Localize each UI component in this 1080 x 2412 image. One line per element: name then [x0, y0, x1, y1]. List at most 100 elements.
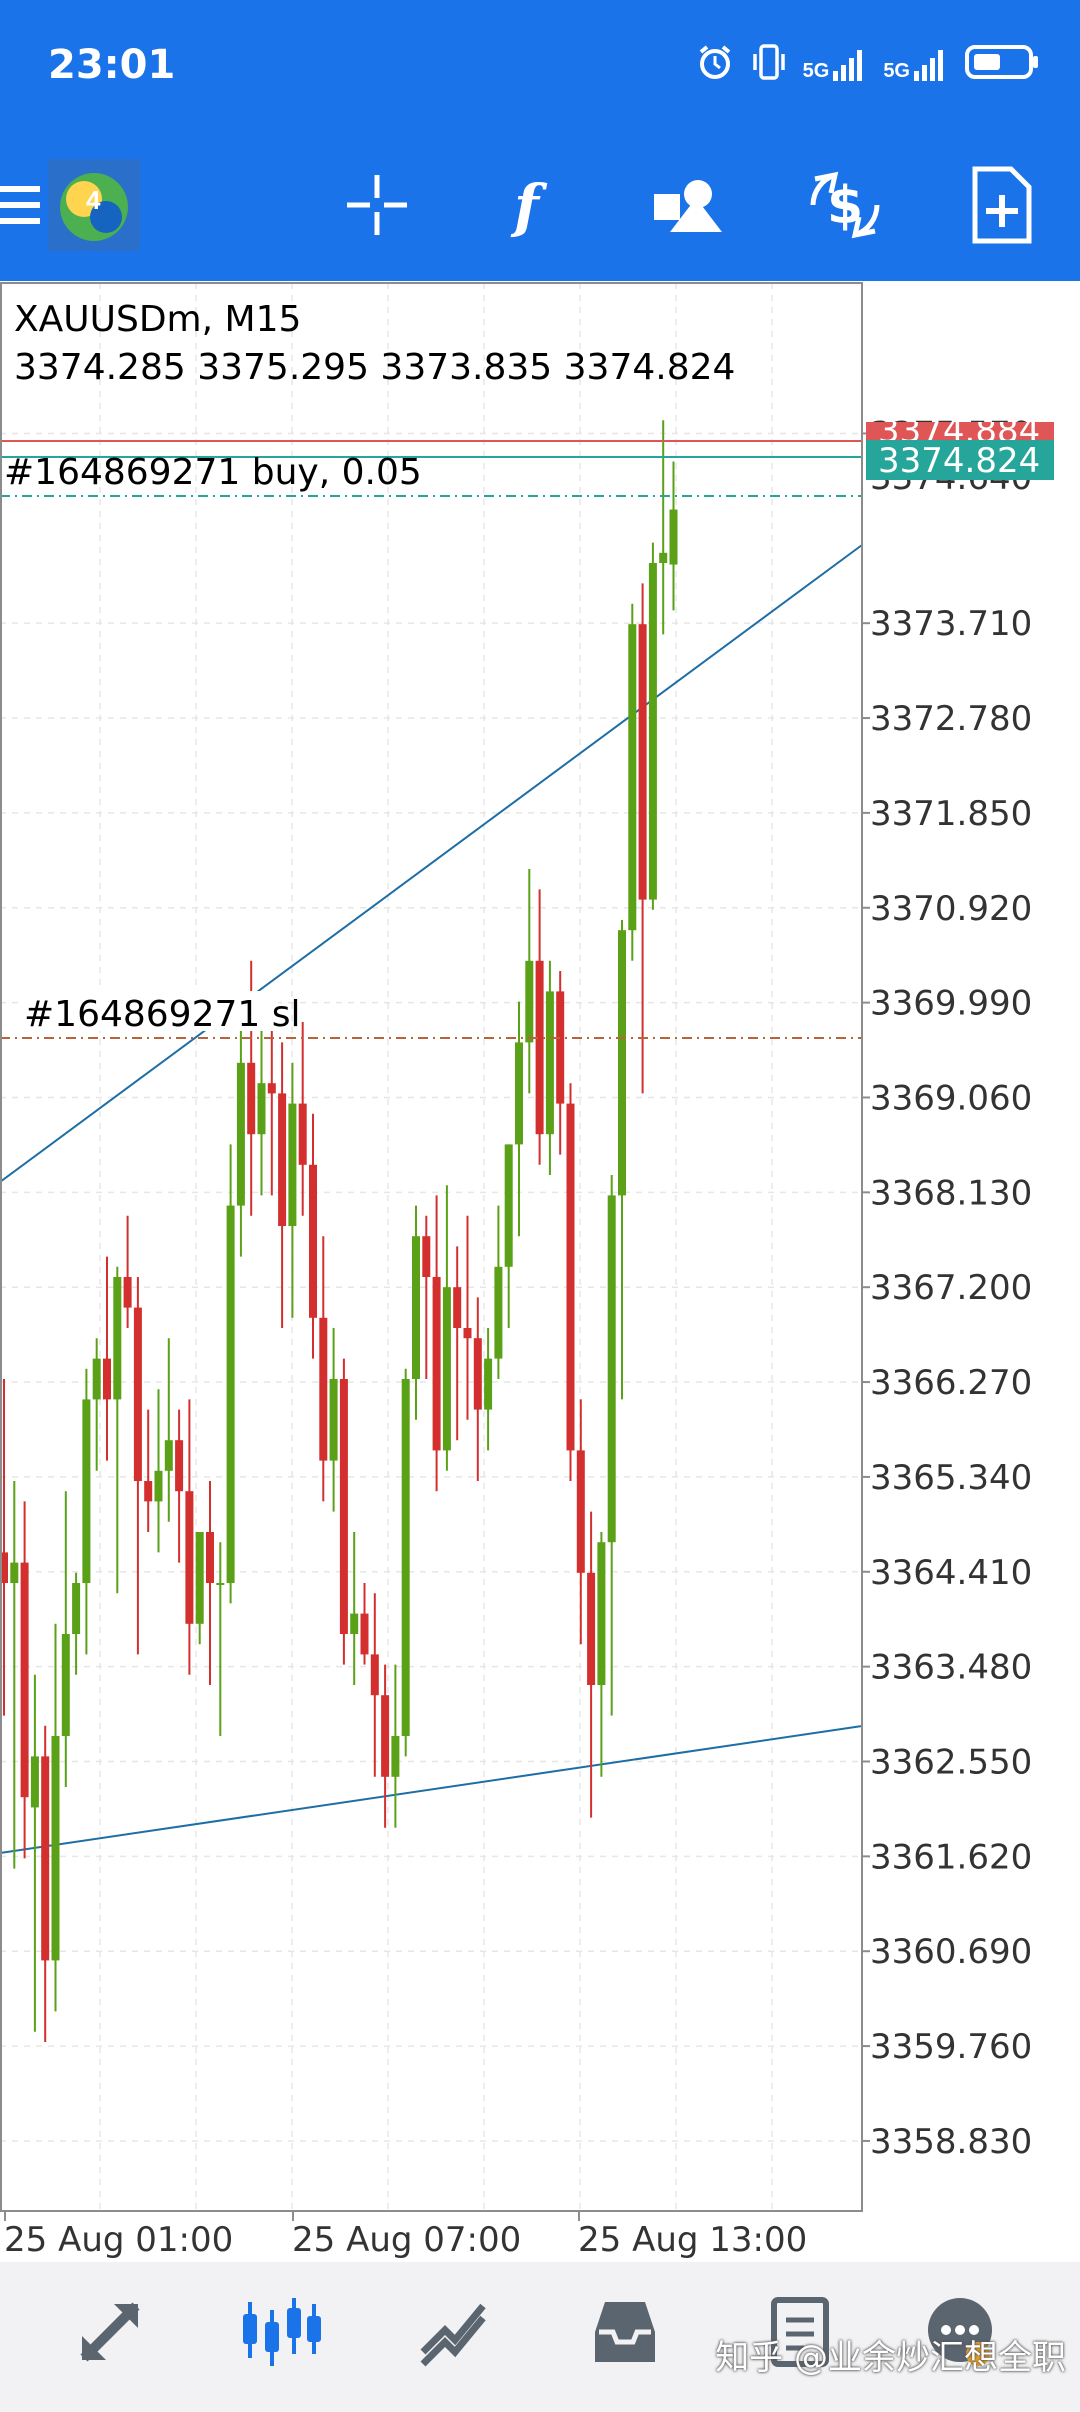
order-label-sl: #164869271 sl [24, 994, 301, 1035]
nav-trade[interactable] [400, 2282, 510, 2382]
candle-body [123, 1277, 132, 1308]
candle-body [535, 960, 544, 1135]
candle-body [278, 1093, 287, 1226]
bid-price-label: 3374.824 [878, 441, 1040, 481]
status-bar: 23:01 5G 5G [0, 0, 1080, 135]
nav-history[interactable] [570, 2282, 680, 2382]
candle-body [236, 1062, 245, 1206]
price-tick-label: 3371.850 [870, 794, 1032, 834]
quotes-icon [80, 2302, 140, 2362]
candle-body [226, 1205, 235, 1583]
candle-body [545, 991, 554, 1135]
candle-body [72, 1583, 81, 1634]
vibrate-icon [751, 42, 787, 87]
candle-body [628, 624, 637, 931]
candle-body [597, 1542, 606, 1685]
nav-quotes[interactable] [55, 2282, 165, 2382]
trade-button[interactable]: $ [795, 155, 895, 255]
price-tick-label: 3368.130 [870, 1173, 1032, 1213]
candle-body [10, 1562, 19, 1583]
journal-icon [771, 2297, 829, 2367]
candle-body [618, 930, 626, 1196]
nav-journal[interactable] [745, 2282, 855, 2382]
nav-messages[interactable] [905, 2282, 1015, 2382]
candle-body [0, 1552, 8, 1583]
price-tick-label: 3363.480 [870, 1648, 1032, 1688]
price-tick-label: 3365.340 [870, 1458, 1032, 1498]
crosshair-button[interactable] [327, 155, 427, 255]
indicators-icon: f [510, 172, 548, 240]
candle-body [103, 1358, 111, 1400]
chart-canvas[interactable]: 3375.5703373.7103372.7803371.8503370.920… [0, 281, 1080, 2261]
candle-body [525, 960, 534, 1043]
candle-body [360, 1613, 369, 1655]
candle-body [113, 1277, 122, 1400]
watermark-text: 知乎 @业余炒汇想全职 [715, 2338, 1066, 2378]
candle-body [669, 509, 678, 565]
price-tick-label: 3370.920 [870, 889, 1032, 929]
candle-body [206, 1532, 214, 1583]
nav-chart[interactable] [225, 2282, 335, 2382]
candle-body [587, 1572, 596, 1685]
menu-icon [0, 186, 40, 224]
candle-body [659, 552, 668, 563]
mt4-logo[interactable]: 4 [44, 155, 144, 255]
trade-icon: $ [810, 171, 880, 239]
price-tick-label: 3358.830 [870, 2122, 1032, 2162]
price-chart[interactable]: 3375.5703373.7103372.7803371.8503370.920… [0, 281, 1080, 2261]
candle-body [494, 1266, 503, 1359]
price-tick-label: 3369.060 [870, 1078, 1032, 1118]
candle-body [391, 1736, 400, 1777]
ohlc-values: 3374.285 3375.295 3373.835 3374.824 [14, 347, 735, 388]
new-order-button[interactable] [952, 155, 1052, 255]
candle-body [309, 1164, 317, 1318]
candle-body [41, 1756, 50, 1961]
messages-icon [928, 2298, 992, 2366]
bottom-navigation: 知乎 @业余炒汇想全职 [0, 2262, 1080, 2412]
price-tick-label: 3369.990 [870, 984, 1032, 1024]
time-tick-label: 25 Aug 07:00 [292, 2220, 521, 2260]
candle-body [144, 1481, 153, 1502]
menu-button[interactable] [0, 155, 70, 255]
candle-body [154, 1470, 163, 1502]
candle-body [370, 1654, 379, 1696]
chart-icon [243, 2298, 321, 2366]
signal-5g-icon: 5G [803, 47, 868, 83]
candle-body [607, 1195, 616, 1543]
trend-line-lower[interactable] [0, 1725, 863, 1854]
price-tick-label: 3367.200 [870, 1268, 1032, 1308]
indicators-button[interactable]: f [481, 155, 581, 255]
price-tick-label: 3359.760 [870, 2027, 1032, 2067]
ask-price-tag [866, 422, 1054, 442]
status-time: 23:01 [48, 42, 176, 88]
time-tick-label: 25 Aug 01:00 [4, 2220, 233, 2260]
candle-body [30, 1756, 39, 1808]
candle-body [267, 1083, 276, 1094]
candle-body [92, 1358, 101, 1400]
crosshair-icon [347, 175, 407, 235]
chart-frame [0, 282, 863, 2212]
price-tick-label: 3373.710 [870, 604, 1032, 644]
candle-body [412, 1236, 420, 1379]
candle-body [247, 1062, 256, 1135]
candle-body [51, 1736, 60, 1961]
price-tick-label: 3372.780 [870, 699, 1032, 739]
objects-button[interactable] [638, 155, 738, 255]
candle-body [515, 1042, 523, 1145]
price-tick-label: 3362.550 [870, 1743, 1032, 1783]
ask-price-label: 3374.884 [878, 411, 1040, 451]
candle-body [401, 1379, 410, 1736]
candle-body [61, 1634, 70, 1736]
history-icon [595, 2302, 655, 2362]
trend-line-upper[interactable] [0, 544, 863, 1183]
candle-body [381, 1695, 390, 1777]
price-tick-label: 3364.410 [870, 1553, 1032, 1593]
candle-body [216, 1583, 225, 1585]
candle-body [164, 1440, 173, 1471]
alarm-icon [695, 42, 735, 87]
candle-body [648, 563, 657, 900]
price-tick-label: 3361.620 [870, 1837, 1032, 1877]
candle-body [288, 1103, 297, 1226]
candle-body [484, 1358, 493, 1410]
candle-body [422, 1236, 431, 1277]
